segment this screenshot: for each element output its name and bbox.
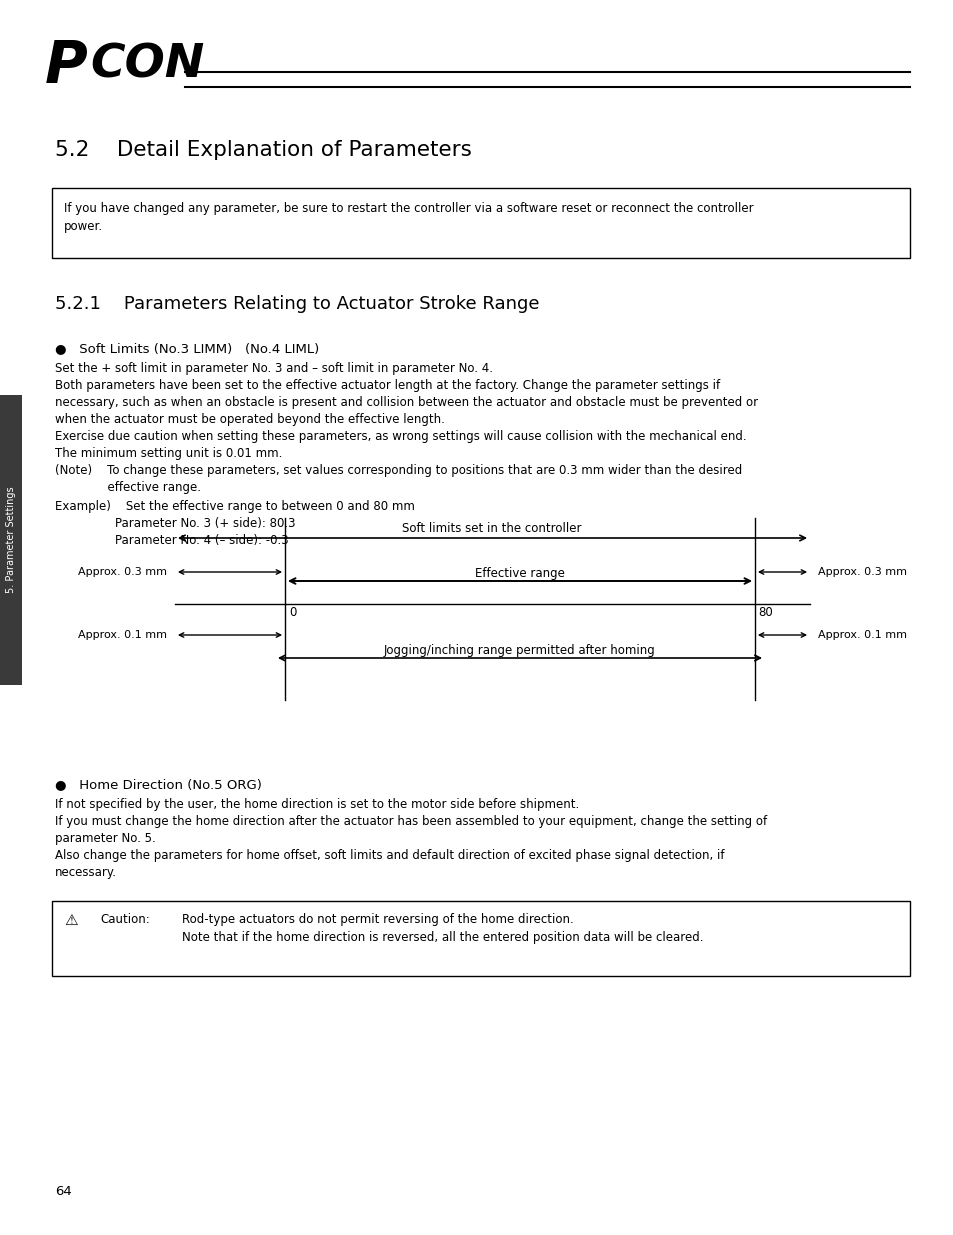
Text: 0: 0 xyxy=(289,606,296,619)
Text: P: P xyxy=(45,38,88,95)
Text: Jogging/inching range permitted after homing: Jogging/inching range permitted after ho… xyxy=(384,643,655,657)
Text: Approx. 0.1 mm: Approx. 0.1 mm xyxy=(817,630,906,640)
Text: Effective range: Effective range xyxy=(475,567,564,580)
Text: ●   Home Direction (No.5 ORG): ● Home Direction (No.5 ORG) xyxy=(55,778,262,790)
Text: necessary, such as when an obstacle is present and collision between the actuato: necessary, such as when an obstacle is p… xyxy=(55,396,758,409)
Text: Also change the parameters for home offset, soft limits and default direction of: Also change the parameters for home offs… xyxy=(55,848,723,862)
Text: power.: power. xyxy=(64,220,103,233)
Text: necessary.: necessary. xyxy=(55,866,117,879)
Text: Approx. 0.3 mm: Approx. 0.3 mm xyxy=(78,567,167,577)
Text: Set the + soft limit in parameter No. 3 and – soft limit in parameter No. 4.: Set the + soft limit in parameter No. 3 … xyxy=(55,362,493,375)
Text: If not specified by the user, the home direction is set to the motor side before: If not specified by the user, the home d… xyxy=(55,798,578,811)
Text: 80: 80 xyxy=(758,606,772,619)
Text: The minimum setting unit is 0.01 mm.: The minimum setting unit is 0.01 mm. xyxy=(55,447,282,459)
Text: parameter No. 5.: parameter No. 5. xyxy=(55,832,155,845)
Text: Both parameters have been set to the effective actuator length at the factory. C: Both parameters have been set to the eff… xyxy=(55,379,720,391)
Text: effective range.: effective range. xyxy=(55,480,201,494)
Text: Exercise due caution when setting these parameters, as wrong settings will cause: Exercise due caution when setting these … xyxy=(55,430,746,443)
Text: Parameter No. 4 (– side): -0.3: Parameter No. 4 (– side): -0.3 xyxy=(55,534,289,547)
Bar xyxy=(0,395,22,685)
Text: Note that if the home direction is reversed, all the entered position data will : Note that if the home direction is rever… xyxy=(182,931,702,944)
Text: when the actuator must be operated beyond the effective length.: when the actuator must be operated beyon… xyxy=(55,412,444,426)
Text: 5.2.1    Parameters Relating to Actuator Stroke Range: 5.2.1 Parameters Relating to Actuator St… xyxy=(55,295,539,312)
Text: Parameter No. 3 (+ side): 80.3: Parameter No. 3 (+ side): 80.3 xyxy=(55,517,295,530)
Text: Soft limits set in the controller: Soft limits set in the controller xyxy=(402,522,581,535)
Text: 64: 64 xyxy=(55,1186,71,1198)
Text: Approx. 0.3 mm: Approx. 0.3 mm xyxy=(817,567,906,577)
Text: CON: CON xyxy=(90,42,204,86)
Text: Approx. 0.1 mm: Approx. 0.1 mm xyxy=(78,630,167,640)
Text: If you must change the home direction after the actuator has been assembled to y: If you must change the home direction af… xyxy=(55,815,766,827)
Text: Caution:: Caution: xyxy=(100,913,150,926)
Text: ⚠: ⚠ xyxy=(64,913,77,927)
Text: ●   Soft Limits (No.3 LIMM)   (No.4 LIML): ● Soft Limits (No.3 LIMM) (No.4 LIML) xyxy=(55,342,319,354)
Text: 5. Parameter Settings: 5. Parameter Settings xyxy=(6,487,16,593)
Text: Rod-type actuators do not permit reversing of the home direction.: Rod-type actuators do not permit reversi… xyxy=(182,913,573,926)
Text: (Note)    To change these parameters, set values corresponding to positions that: (Note) To change these parameters, set v… xyxy=(55,464,741,477)
Text: Example)    Set the effective range to between 0 and 80 mm: Example) Set the effective range to betw… xyxy=(55,500,415,513)
Bar xyxy=(52,188,909,258)
Text: 5.2    Detail Explanation of Parameters: 5.2 Detail Explanation of Parameters xyxy=(55,140,472,161)
Bar xyxy=(52,902,909,976)
Text: If you have changed any parameter, be sure to restart the controller via a softw: If you have changed any parameter, be su… xyxy=(64,203,753,215)
